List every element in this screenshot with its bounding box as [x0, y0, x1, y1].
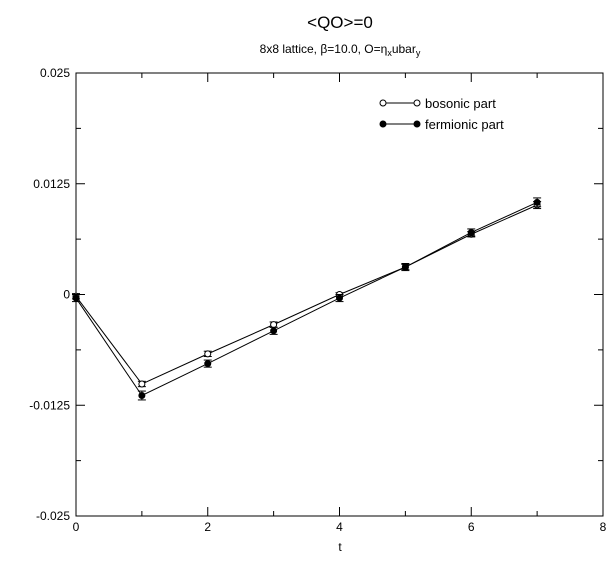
- data-point-bosonic: [270, 321, 278, 329]
- y-tick-label: -0.025: [36, 509, 70, 523]
- y-tick-label: 0.0125: [33, 177, 70, 191]
- data-point-fermionic: [204, 360, 212, 368]
- data-point-fermionic: [138, 392, 146, 400]
- axes: 0 2 4 6 8 -0.025 -0.0125 0 0.0125 0.025: [29, 66, 606, 534]
- chart-title: <QO>=0: [307, 13, 373, 32]
- legend-marker-bosonic: [379, 99, 387, 107]
- series-line-bosonic: [75, 204, 538, 385]
- data-point-fermionic: [401, 263, 409, 271]
- x-tick-label: 6: [468, 520, 475, 534]
- legend: bosonic part fermionic part: [379, 96, 504, 132]
- data-point-fermionic: [467, 228, 475, 236]
- legend-label-fermionic: fermionic part: [425, 117, 504, 132]
- chart-subtitle: 8x8 lattice, β=10.0, O=ηxubary: [260, 42, 421, 58]
- data-point-fermionic: [72, 294, 80, 302]
- x-axis-label: t: [338, 540, 342, 554]
- data-point-bosonic: [204, 350, 212, 358]
- series-fermionic: [72, 197, 542, 401]
- series-layer: [72, 197, 542, 401]
- legend-marker-bosonic-end: [413, 99, 421, 107]
- y-tick-label: 0.025: [40, 66, 70, 80]
- legend-marker-fermionic-end: [413, 120, 421, 128]
- legend-marker-fermionic: [379, 120, 387, 128]
- y-tick-label: 0: [63, 288, 70, 302]
- x-tick-label: 0: [73, 520, 80, 534]
- x-tick-label: 2: [204, 520, 211, 534]
- series-line-fermionic: [75, 201, 538, 397]
- y-tick-label: -0.0125: [29, 398, 70, 412]
- x-tick-label: 4: [336, 520, 343, 534]
- data-point-fermionic: [336, 294, 343, 302]
- data-point-bosonic: [138, 380, 146, 388]
- x-tick-label: 8: [600, 520, 607, 534]
- data-point-fermionic: [270, 327, 278, 335]
- data-point-fermionic: [533, 198, 541, 206]
- legend-label-bosonic: bosonic part: [425, 96, 496, 111]
